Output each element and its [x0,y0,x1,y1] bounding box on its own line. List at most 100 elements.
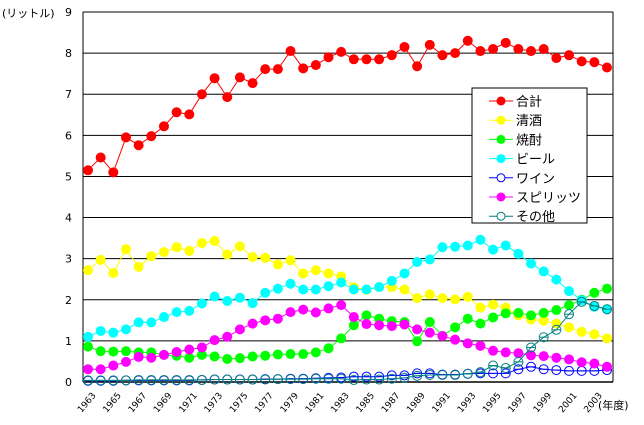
data-point [500,37,511,48]
data-point [146,317,157,328]
data-point [564,50,575,61]
data-point [450,370,461,381]
data-point [399,370,410,381]
data-point [488,44,499,54]
data-point [222,92,233,103]
data-point [298,284,309,295]
series-line [88,366,608,382]
series-6 [83,296,612,386]
data-point [209,335,220,346]
data-point [184,305,195,316]
data-point [285,349,296,360]
data-point [247,351,258,362]
data-point [488,360,499,371]
data-point [310,347,321,358]
data-point [399,268,410,279]
legend-item: その他 [489,210,555,225]
data-point [260,287,271,298]
data-point [83,375,93,386]
data-point [120,356,131,367]
data-point [196,374,207,385]
data-point [234,374,245,385]
data-point [272,259,283,270]
data-point [424,254,435,265]
data-point [386,50,397,61]
legend-item: 清酒 [489,114,542,129]
data-point [272,283,283,294]
data-point [602,333,612,344]
data-point [374,374,385,385]
data-point [108,375,119,386]
data-point [374,54,385,65]
data-point [95,375,106,386]
legend-item: スピリッツ [489,191,581,206]
data-point [589,301,600,312]
data-point [513,248,524,259]
data-point [374,371,385,382]
data-point [526,46,537,57]
y-tick-label: 2 [65,294,72,307]
data-point [234,353,245,364]
data-point [120,324,131,335]
data-point [323,268,334,279]
data-point [310,373,321,384]
data-point [171,242,182,253]
data-point [196,342,207,353]
y-tick-label: 3 [65,253,72,266]
data-point [323,52,334,63]
data-point [146,374,157,385]
data-point [462,313,473,324]
data-point [184,352,195,363]
data-point [538,266,549,277]
data-point [171,107,182,118]
x-tick-label: 1987 [380,391,402,415]
data-point [298,349,309,360]
data-point [285,374,296,385]
data-point [95,364,106,375]
data-point [209,351,220,362]
legend-label: 合計 [516,94,542,110]
data-point [184,344,195,355]
data-point [336,46,347,57]
data-point [298,63,309,74]
data-point [95,346,106,357]
data-point [361,371,372,382]
data-point [260,315,271,326]
data-point [475,367,486,378]
series-group [83,35,612,386]
data-point [538,44,549,54]
y-tick-label: 7 [65,88,72,101]
data-point [488,368,499,379]
data-point [602,304,612,315]
data-point [361,319,372,330]
data-point [538,307,549,318]
data-point [386,321,397,332]
data-point [399,284,410,295]
data-point [209,374,220,385]
data-point [158,349,169,360]
y-axis-ticks: 0 1 2 3 4 5 6 7 8 9 [65,6,72,389]
data-point [450,322,461,333]
legend-label: ビール [516,153,555,168]
data-point [513,44,524,54]
data-point [399,41,410,52]
data-point [348,374,359,385]
data-point [158,121,169,132]
data-point [488,345,499,356]
data-point [158,312,169,323]
data-point [424,289,435,300]
series-2 [83,283,612,364]
data-point [412,336,423,347]
data-point [361,54,372,65]
data-point [462,368,473,379]
data-point [336,300,347,311]
data-point [272,349,283,360]
data-point [526,350,537,361]
data-point [538,351,549,362]
data-point [184,245,195,256]
data-point [564,365,575,376]
x-tick-label: 1999 [532,391,555,415]
y-tick-label: 6 [65,129,72,142]
data-point [462,240,473,251]
data-point [576,357,587,368]
